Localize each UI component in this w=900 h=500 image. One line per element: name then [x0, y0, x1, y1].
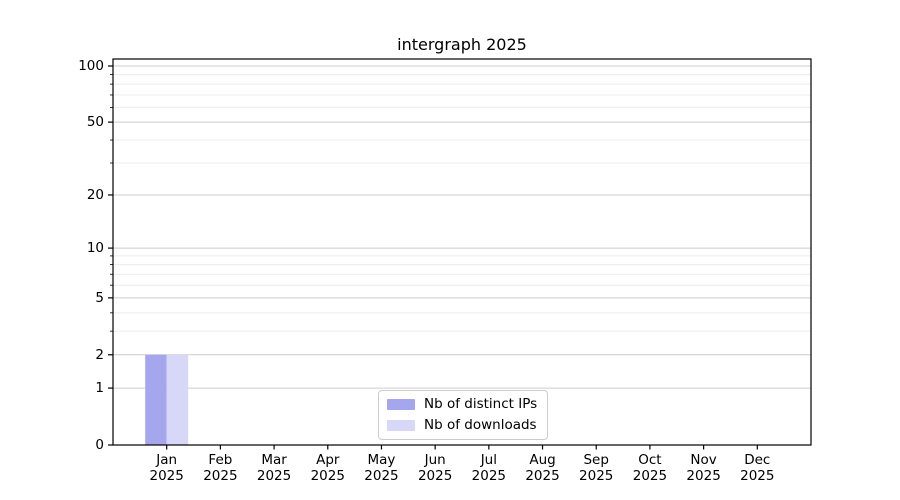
bar-nb-of-downloads-jan — [166, 354, 189, 445]
x-tick-year: 2025 — [203, 468, 238, 484]
x-tick-label-jun: Jun 2025 — [403, 452, 467, 484]
x-tick-year: 2025 — [256, 468, 292, 484]
x-tick-label-jan: Jan 2025 — [135, 452, 199, 484]
x-tick-label-oct: Oct 2025 — [618, 452, 682, 484]
x-tick-label-dec: Dec 2025 — [725, 452, 789, 484]
y-tick-label-5: 5 — [95, 289, 104, 306]
x-tick-year: 2025 — [740, 468, 775, 484]
x-tick-month: Apr — [316, 452, 340, 468]
x-tick-year: 2025 — [579, 468, 614, 484]
bar-nb-of-distinct-ips-jan — [145, 354, 167, 445]
y-tick-label-10: 10 — [86, 240, 104, 257]
x-tick-label-may: May 2025 — [349, 452, 413, 484]
x-tick-label-feb: Feb 2025 — [188, 452, 252, 484]
chart-title: intergraph 2025 — [397, 35, 527, 54]
x-tick-year: 2025 — [632, 468, 668, 484]
x-tick-label-sep: Sep 2025 — [564, 452, 628, 484]
y-tick-label-20: 20 — [86, 186, 104, 203]
x-tick-month: May — [367, 452, 396, 468]
y-tick-label-0: 0 — [95, 437, 104, 453]
x-tick-month: Feb — [208, 452, 233, 468]
x-tick-year: 2025 — [364, 468, 399, 484]
x-tick-label-nov: Nov 2025 — [672, 452, 736, 484]
x-tick-label-mar: Mar 2025 — [242, 452, 306, 484]
legend-swatch-distinct-ips — [387, 398, 415, 410]
x-tick-label-jul: Jul 2025 — [457, 452, 521, 484]
legend-item-downloads: Nb of downloads — [387, 417, 537, 433]
y-tick-label-100: 100 — [78, 58, 104, 74]
legend: Nb of distinct IPs Nb of downloads — [378, 390, 549, 440]
x-tick-month: Dec — [744, 452, 771, 468]
legend-item-distinct-ips: Nb of distinct IPs — [387, 396, 537, 412]
legend-swatch-downloads — [387, 419, 415, 431]
x-tick-year: 2025 — [525, 468, 560, 484]
x-tick-year: 2025 — [417, 468, 453, 484]
legend-label-distinct-ips: Nb of distinct IPs — [424, 396, 538, 412]
x-tick-month: Jun — [424, 452, 446, 468]
x-tick-label-aug: Aug 2025 — [511, 452, 575, 484]
x-tick-month: Aug — [529, 452, 556, 468]
x-tick-month: Nov — [690, 452, 717, 468]
y-tick-label-50: 50 — [86, 114, 104, 131]
x-tick-month: Sep — [583, 452, 609, 468]
x-tick-month: Mar — [261, 452, 287, 468]
x-tick-month: Jul — [480, 452, 497, 468]
x-tick-month: Oct — [638, 452, 662, 468]
x-tick-month: Jan — [156, 452, 178, 468]
legend-label-downloads: Nb of downloads — [424, 417, 537, 433]
x-tick-year: 2025 — [149, 468, 184, 484]
x-tick-year: 2025 — [471, 468, 507, 484]
plot-border — [112, 58, 812, 446]
x-tick-label-apr: Apr 2025 — [296, 452, 360, 484]
x-tick-year: 2025 — [310, 468, 345, 484]
y-tick-label-1: 1 — [95, 380, 104, 397]
x-tick-year: 2025 — [686, 468, 721, 484]
y-tick-label-2: 2 — [95, 346, 104, 363]
